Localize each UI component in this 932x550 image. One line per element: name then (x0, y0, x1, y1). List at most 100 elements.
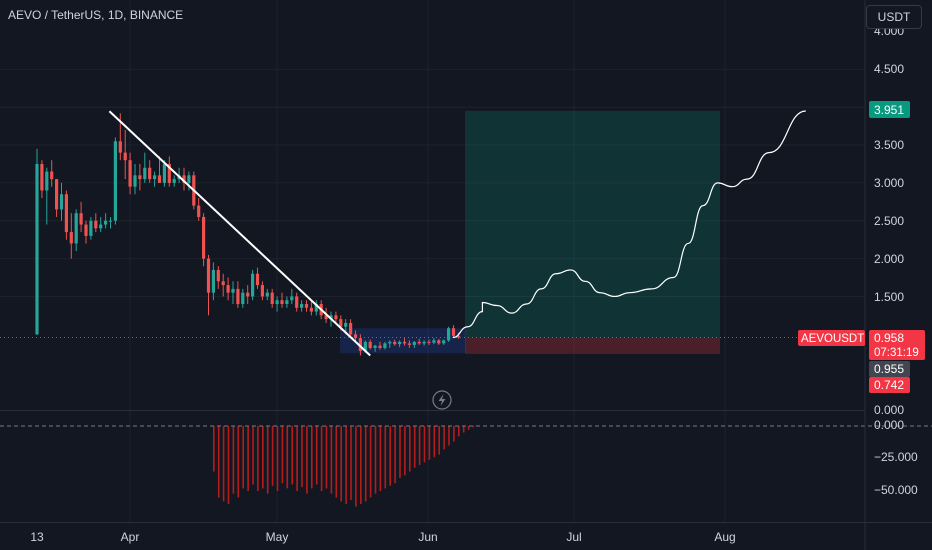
svg-text:0.955: 0.955 (874, 362, 904, 376)
candle-body (373, 345, 377, 348)
price-tick: 2.500 (874, 214, 904, 228)
candle-body (123, 152, 127, 161)
candle-body (182, 175, 186, 183)
candle-body (74, 213, 78, 244)
candle-body (69, 232, 73, 244)
candle-body (309, 307, 313, 312)
candle-body (143, 167, 147, 180)
price-tick: 1.500 (874, 290, 904, 304)
candle-body (187, 175, 191, 183)
candle-body (246, 292, 250, 297)
candle-body (231, 288, 235, 293)
svg-text:AEVOUSDT: AEVOUSDT (801, 333, 864, 345)
candle-body (241, 292, 245, 305)
candle-body (324, 315, 328, 320)
candle-body (226, 285, 230, 293)
grid (0, 0, 865, 522)
candle-body (447, 328, 451, 341)
candle-body (295, 296, 299, 308)
candle-body (172, 179, 176, 183)
osc-tick: −50.000 (874, 483, 918, 497)
candle-body (451, 328, 456, 336)
candle-body (64, 194, 68, 233)
candle-body (40, 163, 44, 191)
candle-body (363, 341, 367, 351)
candle-body (99, 224, 103, 229)
candle-body (138, 175, 142, 180)
time-tick: Apr (121, 530, 140, 544)
osc-tick: −25.000 (874, 450, 918, 464)
candle-body (432, 340, 436, 343)
currency-button[interactable]: USDT (866, 5, 922, 29)
candle-body (251, 273, 255, 297)
candle-body (368, 341, 372, 348)
symbol-label: AEVOUSDT (798, 330, 865, 346)
candle-body (84, 224, 88, 236)
candle-body (378, 345, 382, 348)
candle-body (167, 163, 171, 183)
oscillator-bars (213, 426, 475, 507)
candle-body (94, 220, 98, 229)
candle-body (45, 171, 49, 191)
candle-body (349, 322, 353, 335)
candle-body (314, 304, 318, 312)
candle-body (79, 213, 83, 225)
candle-body (108, 220, 113, 222)
last-price-label: 0.958 07:31:19 (869, 330, 925, 360)
candle-body (304, 304, 309, 308)
time-tick: 13 (30, 530, 44, 544)
candle-body (393, 341, 397, 345)
candle-body (407, 343, 411, 345)
price-tick: 0.000 (874, 403, 904, 417)
candle-body (417, 341, 421, 344)
candle-body (358, 338, 362, 351)
time-tick: Jun (418, 530, 437, 544)
candle-body (104, 220, 108, 225)
candle-body (236, 288, 240, 305)
svg-text:0.958: 0.958 (874, 331, 904, 345)
candle-body (55, 179, 59, 210)
price-axis: 4.000 4.500 3.500 3.000 2.500 2.000 1.50… (874, 24, 918, 497)
price-tick: 3.000 (874, 176, 904, 190)
candle-body (383, 343, 387, 348)
candle-body (133, 175, 137, 187)
target-zone (465, 110, 720, 338)
candle-body (113, 141, 117, 221)
candle-body (442, 340, 446, 344)
lightning-icon[interactable] (432, 390, 452, 410)
candle-body (275, 300, 279, 305)
candle-body (89, 220, 93, 236)
candle-body (427, 341, 431, 343)
long-position-tool (340, 110, 720, 354)
candle-body (255, 273, 260, 286)
time-tick: May (266, 530, 289, 544)
candle-body (437, 340, 441, 344)
time-axis: 13 Apr May Jun Jul Aug (30, 530, 735, 544)
price-tick: 2.000 (874, 252, 904, 266)
candle-body (197, 205, 201, 217)
candle-body (128, 160, 132, 187)
candle-body (216, 269, 220, 282)
candle-body (202, 216, 206, 259)
time-tick: Aug (714, 530, 735, 544)
candles (35, 113, 460, 356)
candle-body (270, 292, 274, 305)
candle-body (290, 296, 294, 301)
svg-text:07:31:19: 07:31:19 (874, 347, 919, 359)
candle-body (329, 315, 333, 320)
candle-body (344, 322, 348, 327)
candle-body (206, 258, 211, 293)
candle-body (35, 163, 39, 335)
candle-body (148, 167, 152, 180)
candle-body (265, 292, 269, 297)
stop-zone (465, 337, 720, 354)
candle-body (334, 315, 338, 320)
time-tick: Jul (566, 530, 581, 544)
candle-body (300, 304, 304, 308)
candle-body (260, 285, 264, 297)
candle-body (285, 300, 289, 305)
candle-body (157, 175, 162, 183)
price-tick: 4.500 (874, 62, 904, 76)
osc-tick: 0.000 (874, 418, 904, 432)
